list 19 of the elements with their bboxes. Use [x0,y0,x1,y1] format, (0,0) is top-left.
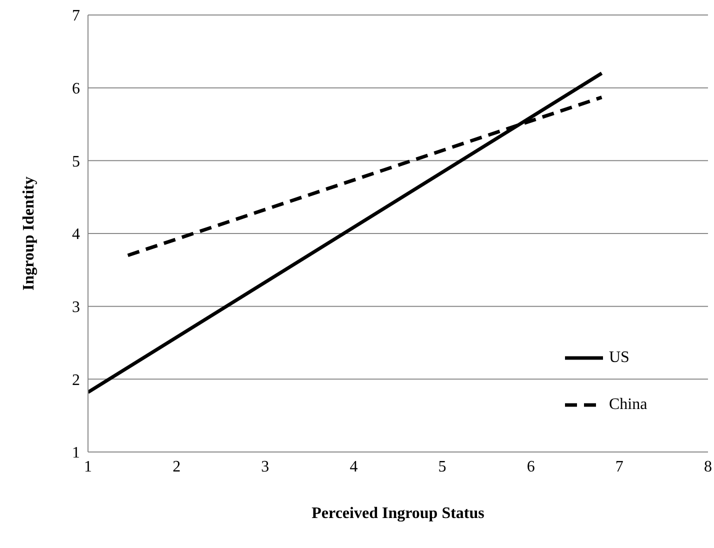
x-tick-label: 5 [438,458,446,476]
x-tick-label: 2 [172,458,181,476]
x-tick-label: 6 [526,458,535,476]
y-tick-label: 5 [72,153,80,170]
y-tick-label: 6 [72,80,80,98]
y-tick-label: 4 [72,226,80,244]
x-axis-title: Perceived Ingroup Status [312,505,484,522]
x-tick-label: 1 [84,458,92,476]
y-tick-label: 7 [72,8,80,25]
x-tick-label: 7 [615,458,624,476]
x-tick-label: 8 [704,458,712,476]
legend-label: US [609,348,630,366]
y-tick-label: 1 [72,444,80,462]
legend-label: China [609,396,648,414]
x-tick-label: 3 [261,458,270,476]
x-tick-label: 4 [350,458,358,476]
y-tick-label: 3 [72,299,80,316]
y-axis-title: Ingroup Identity [20,176,38,290]
y-tick-label: 2 [72,372,80,389]
